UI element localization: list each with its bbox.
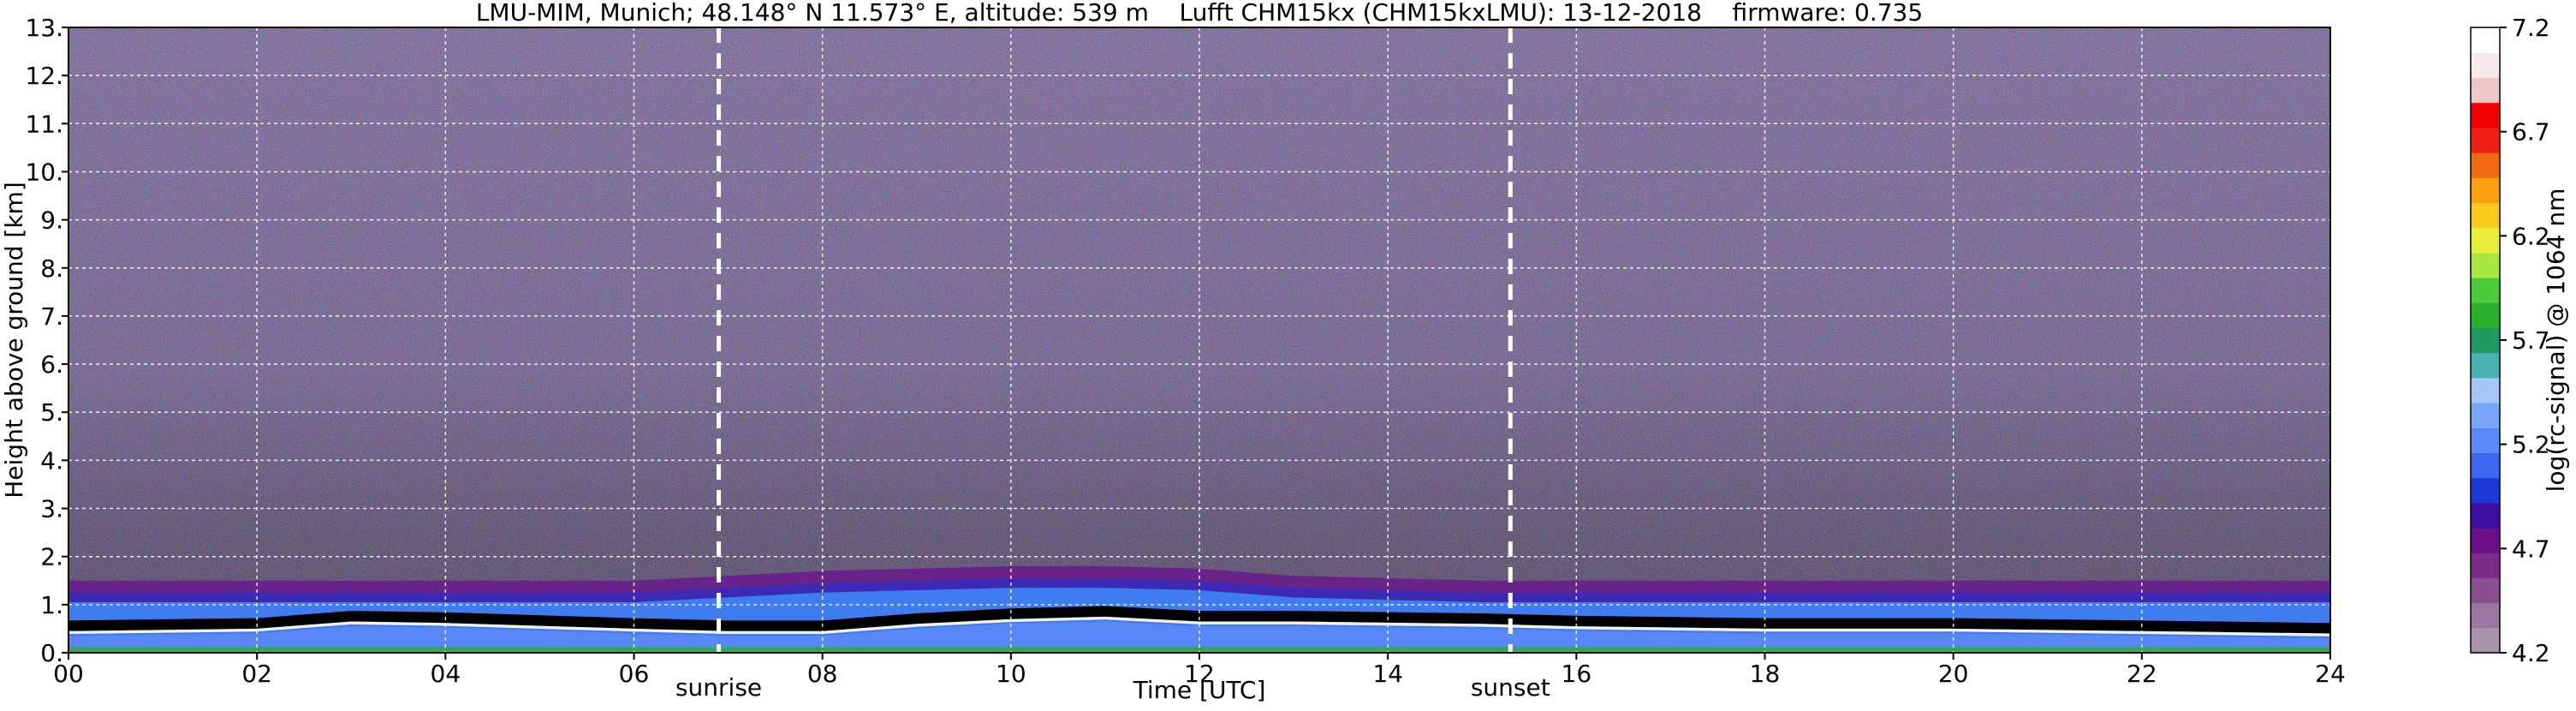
y-axis-label: Height above ground [km]: [0, 182, 28, 499]
colorbar-segment: [2471, 528, 2500, 553]
y-tick-label: 9.: [40, 206, 63, 235]
sun-lines: sunrise sunset: [675, 27, 1550, 702]
x-axis-label: Time [UTC]: [1133, 676, 1266, 704]
colorbar-segment: [2471, 502, 2500, 529]
y-tick-label: 3.: [40, 495, 63, 523]
colorbar-segment: [2471, 627, 2500, 654]
marker-label-sunrise: sunrise: [675, 673, 762, 702]
colorbar-label: log(rc-signal) @ 1064 nm: [2542, 188, 2570, 493]
colorbar-tick-label: 6.2: [2512, 222, 2550, 250]
y-tick-label: 10.: [25, 158, 63, 186]
y-tick-label: 1.: [40, 591, 63, 619]
colorbar-tick-label: 7.2: [2512, 14, 2550, 42]
y-tick-label: 0.: [40, 639, 63, 667]
y-tick-label: 11.: [25, 110, 63, 138]
grid: [68, 27, 2330, 653]
colorbar-segment: [2471, 52, 2500, 78]
x-tick-label: 02: [241, 660, 272, 688]
y-tick-label: 5.: [40, 398, 63, 427]
x-axis: 00 02 04 06 08 10 12 14 16 18 20 22 24: [53, 653, 2346, 688]
colorbar-segment: [2471, 227, 2500, 254]
colorbar-segment: [2471, 553, 2500, 578]
chart-title: LMU-MIM, Munich; 48.148° N 11.573° E, al…: [476, 0, 1923, 27]
colorbar-segment: [2471, 452, 2500, 479]
colorbar-segment: [2471, 427, 2500, 453]
x-tick-label: 08: [807, 660, 838, 688]
colorbar-segment: [2471, 577, 2500, 604]
colorbar-segment: [2471, 602, 2500, 629]
y-tick-label: 12.: [25, 62, 63, 90]
x-tick-label: 16: [1562, 660, 1592, 688]
y-tick-label: 4.: [40, 446, 63, 475]
colorbar-segment: [2471, 377, 2500, 403]
y-axis: 0. 1. 2. 3. 4. 5. 6. 7. 8. 9. 10. 11. 12. 13.: [25, 14, 68, 667]
x-tick-label: 00: [53, 660, 84, 688]
colorbar-tick-label: 5.2: [2512, 431, 2550, 459]
colorbar-segment: [2471, 327, 2500, 354]
colorbar-tick-label: 4.7: [2512, 535, 2550, 563]
colorbar-segment: [2471, 102, 2500, 128]
colorbar-segment: [2471, 127, 2500, 153]
colorbar-segment: [2471, 352, 2500, 379]
x-tick-label: 22: [2127, 660, 2157, 688]
y-tick-label: 7.: [40, 302, 63, 331]
colorbar-tick-label: 4.2: [2512, 639, 2550, 667]
colorbar-segment: [2471, 477, 2500, 504]
x-tick-label: 04: [431, 660, 461, 688]
colorbar-segment: [2471, 278, 2500, 303]
y-tick-label: 6.: [40, 350, 63, 379]
marker-label-sunset: sunset: [1471, 673, 1550, 702]
x-tick-label: 20: [1938, 660, 1969, 688]
colorbar-segment: [2471, 152, 2500, 178]
plot-noise: [68, 27, 2330, 653]
x-tick-label: 14: [1372, 660, 1403, 688]
x-tick-label: 06: [619, 660, 650, 688]
colorbar: 4.2 4.7 5.2 5.7 6.2 6.7 7.2: [2470, 14, 2550, 667]
x-tick-label: 12: [1184, 660, 1215, 688]
y-tick-label: 8.: [40, 254, 63, 283]
x-tick-label: 10: [996, 660, 1026, 688]
colorbar-segment: [2471, 252, 2500, 278]
colorbar-segment: [2471, 177, 2500, 203]
x-tick-label: 18: [1750, 660, 1781, 688]
colorbar-segment: [2471, 403, 2500, 428]
colorbar-segment: [2471, 27, 2500, 53]
y-tick-label: 13.: [25, 14, 63, 42]
x-tick-label: 24: [2315, 660, 2346, 688]
plot-area: [68, 27, 2330, 653]
colorbar-tick-label: 5.7: [2512, 326, 2550, 355]
colorbar-tick-label: 6.7: [2512, 118, 2550, 146]
colorbar-segment: [2471, 302, 2500, 328]
colorbar-segment: [2471, 202, 2500, 229]
colorbar-segment: [2471, 77, 2500, 104]
y-tick-label: 2.: [40, 543, 63, 571]
